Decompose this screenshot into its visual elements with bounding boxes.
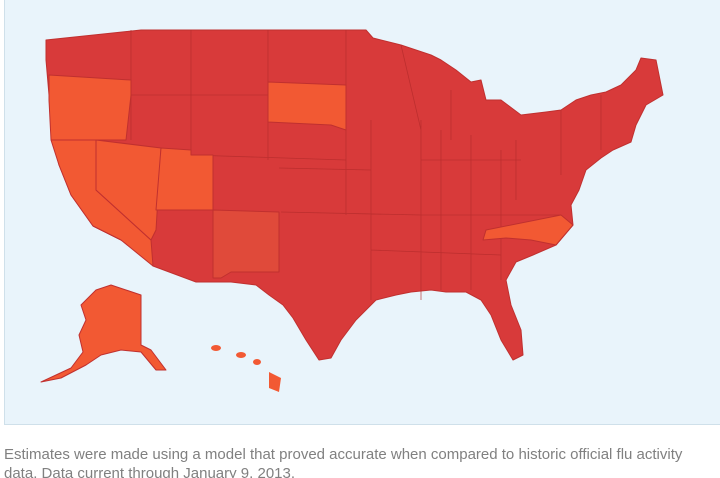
- alaska: [40, 284, 167, 383]
- high-activity-states: [48, 74, 574, 279]
- south-dakota: [267, 81, 347, 131]
- hawaii: [211, 345, 281, 392]
- hawaii-island: [236, 352, 246, 358]
- contiguous-us: [45, 29, 664, 361]
- map-panel: [4, 0, 720, 425]
- utah: [155, 147, 214, 211]
- north-carolina: [482, 214, 574, 246]
- nevada: [95, 139, 162, 241]
- caption: Estimates were made using a model that p…: [4, 446, 683, 478]
- hawaii-island: [253, 359, 261, 365]
- oregon: [48, 74, 132, 141]
- hawaii-island: [211, 345, 221, 351]
- new-mexico: [212, 209, 280, 279]
- us-map: [40, 29, 664, 392]
- hawaii-island: [269, 372, 281, 392]
